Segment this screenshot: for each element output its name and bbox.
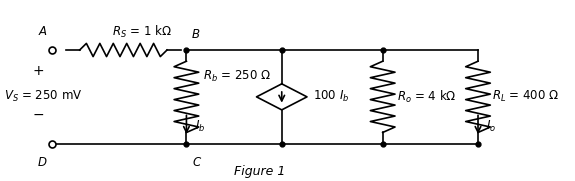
Text: $I_b$: $I_b$ bbox=[195, 119, 205, 134]
Text: $V_S$ = 250 mV: $V_S$ = 250 mV bbox=[4, 89, 83, 104]
Text: Figure 1: Figure 1 bbox=[233, 165, 285, 178]
Text: C: C bbox=[192, 156, 200, 169]
Text: A: A bbox=[39, 25, 46, 38]
Text: D: D bbox=[37, 156, 46, 169]
Text: $R_S$ = 1 k$\Omega$: $R_S$ = 1 k$\Omega$ bbox=[112, 24, 171, 40]
Text: B: B bbox=[192, 28, 200, 41]
Text: +: + bbox=[32, 64, 44, 78]
Text: $-$: $-$ bbox=[32, 107, 44, 121]
Text: $R_L$ = 400 $\Omega$: $R_L$ = 400 $\Omega$ bbox=[492, 89, 559, 104]
Text: $I_o$: $I_o$ bbox=[486, 119, 497, 134]
Text: 100 $I_b$: 100 $I_b$ bbox=[313, 89, 349, 104]
Text: $R_b$ = 250 $\Omega$: $R_b$ = 250 $\Omega$ bbox=[203, 68, 271, 84]
Text: $R_o$ = 4 k$\Omega$: $R_o$ = 4 k$\Omega$ bbox=[397, 89, 456, 105]
